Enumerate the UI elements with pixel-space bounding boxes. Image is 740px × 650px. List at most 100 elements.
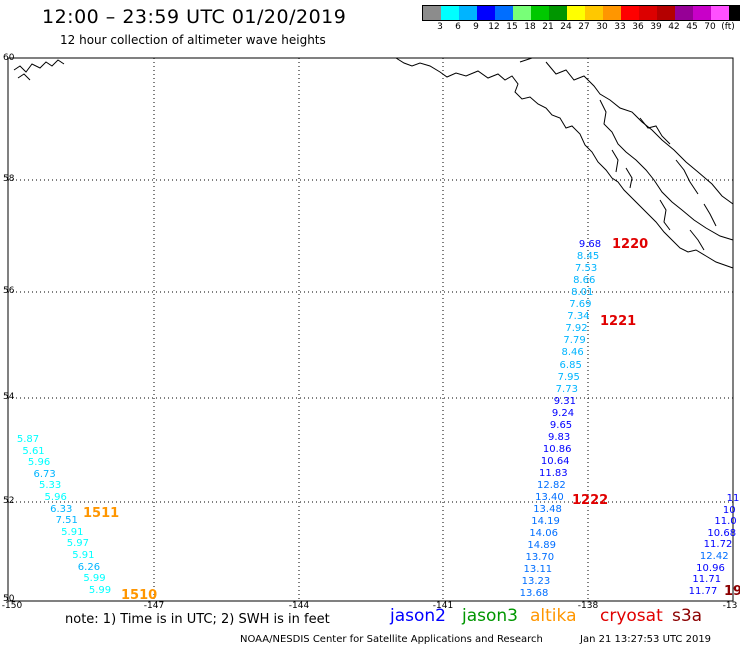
wave-height-central: 9.31 xyxy=(553,395,577,407)
legend-cryosat: cryosat xyxy=(600,606,663,626)
wave-height-central: 7.95 xyxy=(557,371,580,383)
legend-jason3: jason3 xyxy=(462,606,518,626)
lon-label-144: -144 xyxy=(288,601,310,611)
wave-height-central: 8.45 xyxy=(576,251,600,263)
wave-height-east: 11.72 xyxy=(703,539,733,551)
legend-label: 18 xyxy=(524,22,536,32)
wave-height-central: 8.66 xyxy=(573,275,596,287)
wave-height-central: 14.19 xyxy=(531,516,560,528)
time-label-19: 19 xyxy=(724,584,740,599)
legend-label: 70 xyxy=(704,22,716,32)
wave-height-east: 11 xyxy=(726,493,740,504)
map-frame xyxy=(7,57,734,602)
lat-label-60: 60 xyxy=(3,53,15,63)
wave-height-central: 13.70 xyxy=(525,552,555,564)
wave-height-central: 9.24 xyxy=(551,407,575,419)
lat-label-54: 54 xyxy=(3,392,15,402)
lon-label-141: -141 xyxy=(432,601,454,611)
wave-height-central: 13.40 xyxy=(535,492,564,504)
coastline-alaska xyxy=(13,57,734,269)
legend-swatch xyxy=(603,6,621,20)
footer-credit: NOAA/NESDIS Center for Satellite Applica… xyxy=(240,634,543,645)
legend-label: 21 xyxy=(542,22,554,32)
wave-height-west: 5.33 xyxy=(39,480,62,492)
page-title: 12:00 – 23:59 UTC 01/20/2019 xyxy=(42,6,347,28)
legend-label: 9 xyxy=(473,22,479,32)
wave-height-central: 12.82 xyxy=(537,480,566,491)
legend-swatch xyxy=(639,6,657,20)
color-legend xyxy=(422,5,740,21)
wave-height-east: 11.0 xyxy=(714,516,737,528)
wave-height-central: 8.01 xyxy=(571,287,594,299)
legend-swatch xyxy=(621,6,639,20)
legend-swatch xyxy=(495,6,513,20)
wave-height-east: 10 xyxy=(722,504,736,516)
wave-height-central: 7.69 xyxy=(569,299,592,311)
legend-swatch xyxy=(549,6,567,20)
wave-height-central: 9.68 xyxy=(578,239,602,250)
time-label-1510: 1510 xyxy=(121,588,158,603)
legend-swatch xyxy=(711,6,729,20)
wave-height-west: 5.96 xyxy=(44,492,67,503)
lon-label-150: -150 xyxy=(1,601,23,611)
wave-height-west: 5.96 xyxy=(27,457,51,469)
wave-height-central: 9.65 xyxy=(549,419,573,431)
wave-height-west: 5.61 xyxy=(22,445,45,457)
wave-height-central: 10.64 xyxy=(540,455,570,467)
wave-height-central: 11.83 xyxy=(538,467,568,479)
wave-height-central: 13.68 xyxy=(519,588,549,600)
wave-height-east: 10.68 xyxy=(707,527,737,539)
wave-height-west: 5.87 xyxy=(16,434,40,445)
wave-height-west: 7.51 xyxy=(55,515,78,527)
legend-label: 27 xyxy=(578,22,590,32)
legend-swatch xyxy=(567,6,585,20)
footer-timestamp: Jan 21 13:27:53 UTC 2019 xyxy=(580,634,712,645)
page-subtitle: 12 hour collection of altimeter wave hei… xyxy=(60,33,326,47)
wave-height-central: 6.85 xyxy=(559,359,582,371)
legend-label: 39 xyxy=(650,22,662,32)
legend-swatch xyxy=(585,6,603,20)
wave-height-central: 8.46 xyxy=(561,347,584,359)
time-label-1220: 1220 xyxy=(612,237,649,252)
wave-height-west: 5.99 xyxy=(88,584,112,596)
wave-height-central: 7.92 xyxy=(565,323,588,335)
legend-swatch xyxy=(657,6,675,20)
wave-height-west: 5.97 xyxy=(66,538,89,550)
lat-label-52: 52 xyxy=(3,496,15,506)
wave-height-central: 14.89 xyxy=(527,540,557,552)
legend-swatch xyxy=(531,6,549,20)
time-label-1511: 1511 xyxy=(83,506,120,521)
legend-swatch xyxy=(441,6,459,20)
legend-swatch xyxy=(459,6,477,20)
lon-label-147: -147 xyxy=(143,601,165,611)
wave-height-central: 7.79 xyxy=(563,335,586,347)
legend-swatch xyxy=(729,6,740,20)
wave-height-west: 6.26 xyxy=(77,561,101,573)
wave-height-central: 13.23 xyxy=(521,576,551,588)
wave-height-central: 9.83 xyxy=(547,431,571,443)
legend-label: 24 xyxy=(560,22,572,32)
wave-height-east: 11.71 xyxy=(692,574,722,586)
wave-height-east: 10.96 xyxy=(696,562,725,574)
lon-label-135: -13 xyxy=(722,601,738,611)
wave-height-west: 5.99 xyxy=(83,573,106,585)
time-label-1221: 1221 xyxy=(600,314,637,329)
wave-height-east: 12.42 xyxy=(699,551,729,562)
lat-label-58: 58 xyxy=(3,174,15,184)
wave-height-east: 11.77 xyxy=(688,585,718,597)
wave-height-central: 13.11 xyxy=(523,564,553,576)
legend-swatch xyxy=(693,6,711,20)
legend-label: 33 xyxy=(614,22,626,32)
wave-height-central: 14.06 xyxy=(529,528,558,540)
legend-label: 6 xyxy=(455,22,461,32)
legend-swatch xyxy=(513,6,531,20)
graticule xyxy=(8,58,733,601)
legend-swatch xyxy=(423,6,441,20)
lat-label-56: 56 xyxy=(3,286,15,296)
legend-label: 30 xyxy=(596,22,608,32)
legend-label: 36 xyxy=(632,22,644,32)
wave-height-central: 13.48 xyxy=(533,504,562,516)
wave-height-west: 6.73 xyxy=(33,468,56,480)
wave-height-west: 5.91 xyxy=(72,550,95,561)
